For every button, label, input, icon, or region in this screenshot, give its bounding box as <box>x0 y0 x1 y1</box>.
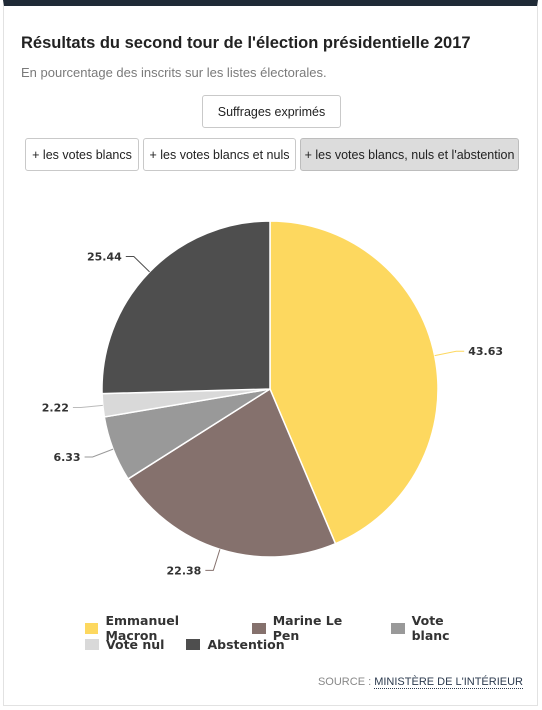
legend-label: Vote blanc <box>411 613 450 643</box>
slice-value-label: 2.22 <box>42 401 69 414</box>
legend-item[interactable]: Emmanuel Macron <box>85 613 230 643</box>
legend-item[interactable]: Abstention <box>186 636 285 652</box>
legend-swatch <box>252 622 266 634</box>
legend-item[interactable]: Vote blanc <box>391 613 483 643</box>
pie-chart: 43.63 22.38 6.33 2.22 25.44 <box>42 220 503 577</box>
legend-item[interactable]: Marine Le Pen <box>252 613 369 643</box>
connector-line <box>205 549 221 571</box>
legend-label: Marine Le Pen <box>272 613 343 643</box>
source-line: SOURCE : MINISTÈRE DE L'INTÉRIEUR <box>317 676 523 689</box>
connector-line <box>72 404 103 408</box>
slice-value-label: 22.38 <box>167 564 202 577</box>
blank-null-votes-button[interactable]: + les votes blancs et nuls <box>143 138 296 171</box>
connector-line <box>84 448 114 458</box>
legend-label: Abstention <box>207 636 285 652</box>
slice-value-label: 25.44 <box>87 251 122 264</box>
legend-item[interactable]: Vote nul <box>85 636 164 652</box>
legend-swatch <box>186 638 201 650</box>
chart-title: Résultats du second tour de l'élection p… <box>21 34 471 52</box>
legend-label: Vote nul <box>106 636 165 652</box>
connector-line <box>434 350 465 357</box>
slice-value-label: 6.33 <box>53 451 80 464</box>
chart-subtitle: En pourcentage des inscrits sur les list… <box>21 65 327 80</box>
blank-null-abstention-button[interactable]: + les votes blancs, nuls et l'abstention <box>300 138 519 171</box>
pie-slice-emmanuel-macron[interactable] <box>269 220 439 545</box>
connector-line <box>125 256 150 273</box>
blank-votes-button[interactable]: + les votes blancs <box>25 138 139 171</box>
source-link[interactable]: MINISTÈRE DE L'INTÉRIEUR <box>374 676 523 689</box>
expressed-votes-button[interactable]: Suffrages exprimés <box>202 95 341 128</box>
source-prefix: SOURCE : <box>317 676 375 688</box>
legend-label: Emmanuel Macron <box>105 613 180 643</box>
chart-legend: Emmanuel Macron Marine Le Pen Vote blanc V… <box>85 613 505 652</box>
legend-swatch <box>85 638 99 650</box>
legend-swatch <box>85 622 99 634</box>
slice-value-label: 43.63 <box>468 345 503 358</box>
legend-swatch <box>391 622 405 634</box>
pie-slice-abstention[interactable] <box>101 220 271 395</box>
